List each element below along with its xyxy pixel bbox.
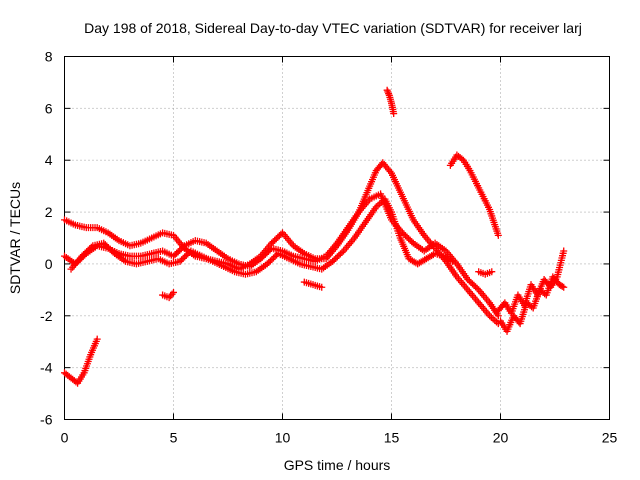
data-point — [560, 247, 568, 255]
y-tick-label: -4 — [40, 360, 53, 376]
data-point — [488, 268, 496, 276]
data-point — [266, 246, 274, 254]
data-points — [61, 86, 568, 387]
y-tick-label: 0 — [45, 256, 53, 272]
x-axis-label: GPS time / hours — [284, 457, 391, 473]
chart-title: Day 198 of 2018, Sidereal Day-to-day VTE… — [84, 20, 582, 36]
y-tick-labels: -6 -4 -2 0 2 4 6 8 — [40, 49, 53, 428]
series-track-e — [497, 273, 568, 335]
data-point — [374, 201, 382, 209]
x-tick-label: 25 — [602, 430, 618, 446]
data-point — [473, 284, 481, 292]
data-point — [390, 110, 398, 118]
series-arc-small-1 — [159, 288, 177, 302]
x-tick-label: 10 — [275, 430, 291, 446]
data-point — [87, 243, 95, 251]
y-tick-label: 4 — [45, 152, 53, 168]
data-point — [338, 248, 346, 256]
y-tick-label: -6 — [40, 412, 53, 428]
data-point — [494, 231, 502, 239]
y-tick-label: 8 — [45, 49, 53, 65]
data-point — [170, 288, 177, 296]
y-tick-label: -2 — [40, 308, 53, 324]
data-point — [318, 283, 326, 291]
y-tick-label: 2 — [45, 204, 53, 220]
data-point — [560, 283, 568, 291]
axis-ticks — [64, 56, 610, 420]
series-arc-low — [61, 335, 101, 387]
series-arc-small-2 — [300, 278, 326, 291]
y-tick-label: 6 — [45, 100, 53, 116]
series-track-c — [67, 195, 457, 278]
data-point — [449, 257, 457, 265]
data-point — [558, 282, 566, 290]
x-tick-label: 5 — [170, 430, 178, 446]
series-arc-high — [383, 86, 398, 118]
series-arc-late — [446, 151, 502, 239]
series-arc-small-3 — [475, 268, 496, 278]
data-point — [493, 318, 501, 326]
y-axis-label: SDTVAR / TECUs — [7, 182, 23, 294]
x-tick-labels: 0 5 10 15 20 25 — [61, 430, 618, 446]
x-tick-label: 0 — [61, 430, 69, 446]
x-tick-label: 20 — [493, 430, 509, 446]
data-point — [487, 313, 495, 321]
data-point — [489, 315, 497, 323]
plot-frame — [64, 56, 610, 420]
data-point — [179, 243, 187, 251]
grid-lines — [64, 56, 610, 420]
x-tick-label: 15 — [384, 430, 400, 446]
data-point — [93, 335, 101, 343]
